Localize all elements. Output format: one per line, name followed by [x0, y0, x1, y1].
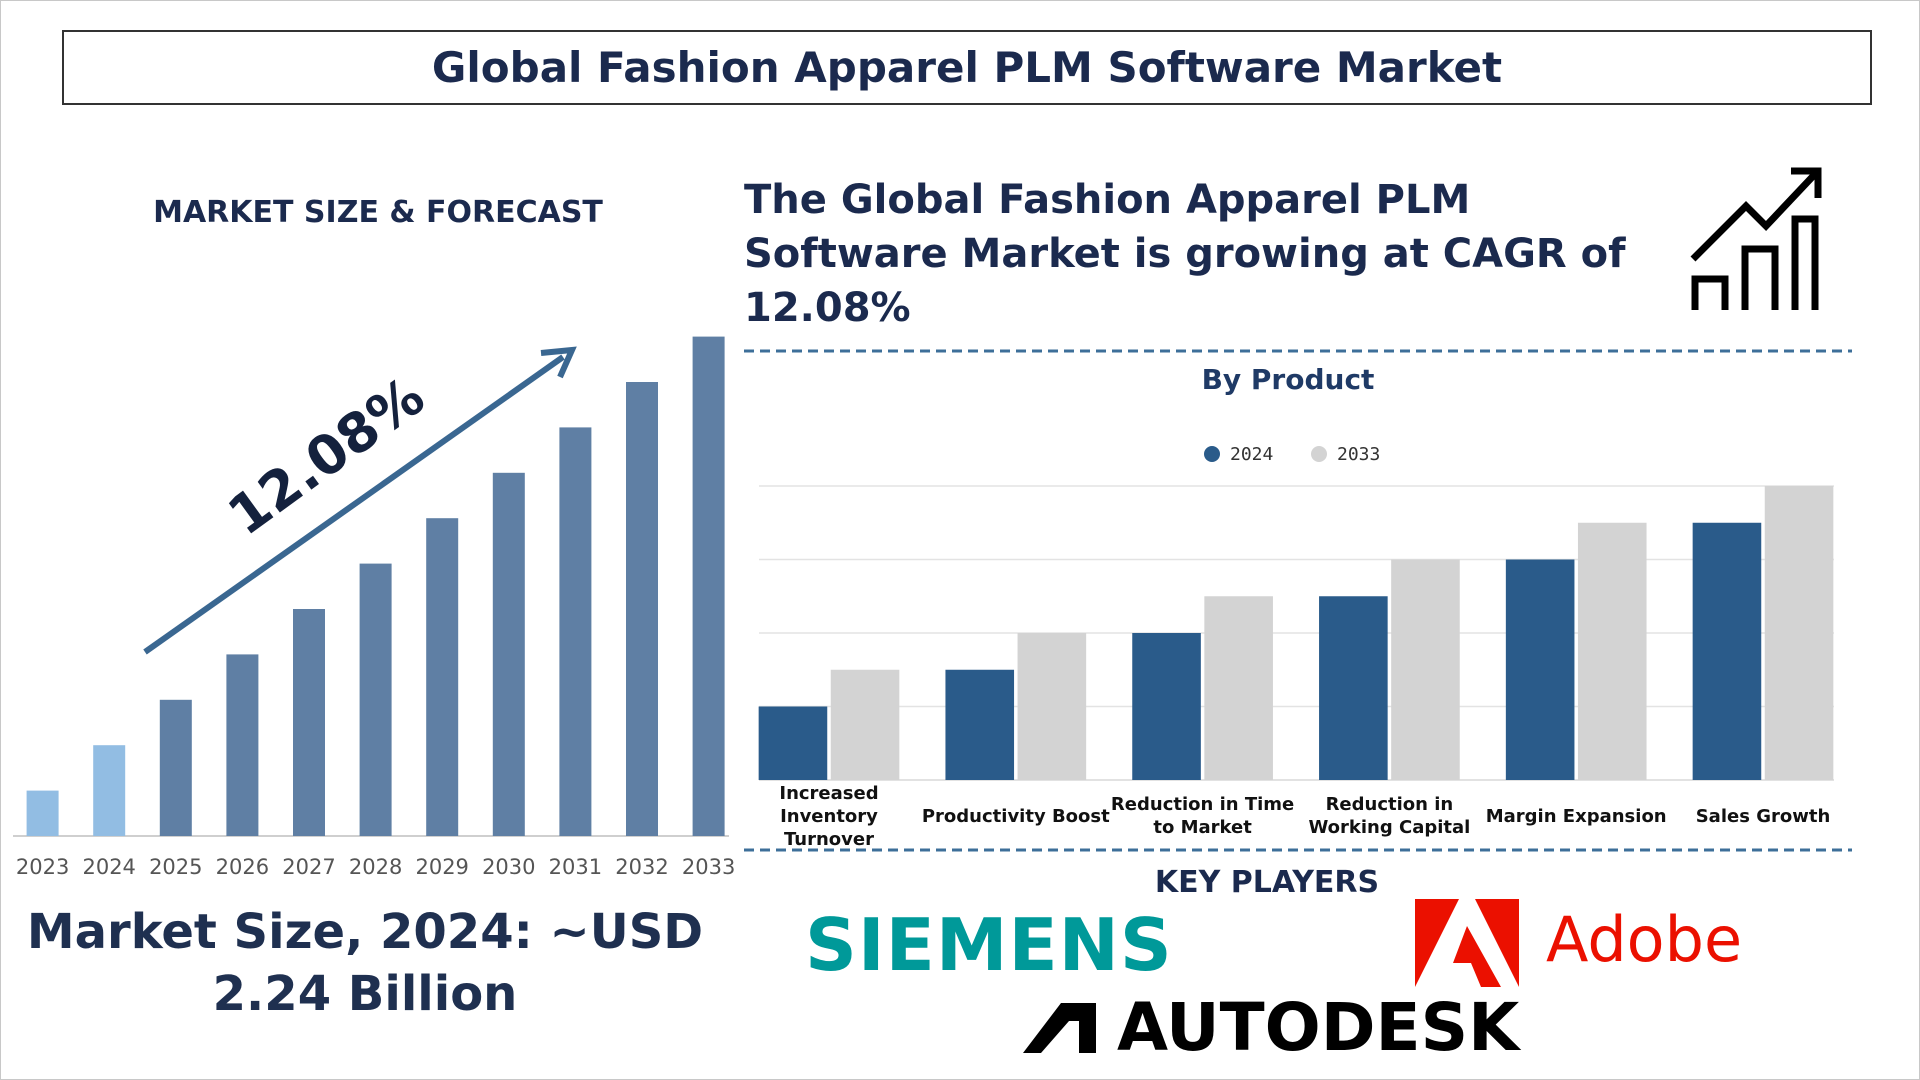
x-tick-label: 2026	[216, 855, 269, 879]
bar	[758, 706, 828, 780]
legend-label: 2024	[1230, 444, 1273, 465]
growth-icon	[1690, 167, 1822, 310]
bar	[1204, 596, 1273, 780]
market-heading: MARKET SIZE & FORECAST	[153, 195, 603, 230]
x-tick-label: 2033	[682, 855, 735, 879]
x-tick-label: 2032	[615, 855, 668, 879]
legend-label: 2033	[1337, 444, 1380, 465]
bar	[1391, 559, 1460, 780]
bar	[830, 669, 900, 780]
autodesk-logo: AUTODESK	[1117, 989, 1520, 1066]
bar	[159, 699, 192, 836]
title-box	[62, 30, 1872, 105]
x-tick-label: 2030	[482, 855, 535, 879]
bar	[226, 654, 259, 836]
bar	[626, 382, 658, 836]
bar	[1692, 522, 1762, 780]
legend-marker	[1311, 446, 1327, 462]
x-tick-label: Productivity Boost	[921, 805, 1110, 827]
bar	[1017, 633, 1087, 780]
adobe-icon	[1415, 899, 1519, 987]
x-tick-label: Reduction in Working Capital	[1308, 794, 1471, 838]
adobe-logo: Adobe	[1546, 903, 1743, 976]
bar	[1577, 522, 1647, 780]
title: Global Fashion Apparel PLM Software Mark…	[431, 43, 1503, 92]
x-tick-label: Increased Inventory Turnover	[779, 782, 879, 850]
product-heading: By Product	[1201, 363, 1375, 396]
bar	[492, 472, 525, 836]
bar	[1505, 559, 1575, 780]
x-tick-label: 2027	[282, 855, 335, 879]
x-tick-label: 2023	[16, 855, 69, 879]
bar	[1132, 633, 1201, 780]
bar	[945, 669, 1015, 780]
cagr-headline: The Global Fashion Apparel PLM Software …	[744, 177, 1626, 331]
market-size: Market Size, 2024: ~USD 2.24 Billion	[26, 904, 704, 1022]
bar	[559, 427, 592, 836]
bar	[93, 745, 126, 836]
key-players-heading: KEY PLAYERS	[1154, 865, 1380, 900]
x-tick-label: 2028	[349, 855, 402, 879]
legend-marker	[1204, 446, 1220, 462]
siemens-logo: SIEMENS	[805, 903, 1173, 987]
bar	[26, 790, 59, 836]
x-tick-label: 2024	[82, 855, 135, 879]
x-tick-label: 2031	[549, 855, 602, 879]
x-tick-label: Sales Growth	[1695, 805, 1831, 827]
bar	[1319, 596, 1388, 780]
bar	[426, 518, 459, 836]
bar	[293, 609, 325, 836]
trend-arrow-head	[540, 346, 577, 379]
trend-arrow	[143, 354, 565, 655]
x-tick-label: 2029	[415, 855, 468, 879]
bar	[1764, 486, 1834, 780]
x-tick-label: Margin Expansion	[1485, 805, 1667, 827]
bar	[359, 563, 392, 836]
autodesk-icon	[1023, 1003, 1096, 1053]
annotation: 12.08%	[217, 364, 436, 547]
x-tick-label: 2025	[149, 855, 202, 879]
x-tick-label: Reduction in Time to Market	[1110, 794, 1295, 838]
bar	[692, 336, 725, 836]
